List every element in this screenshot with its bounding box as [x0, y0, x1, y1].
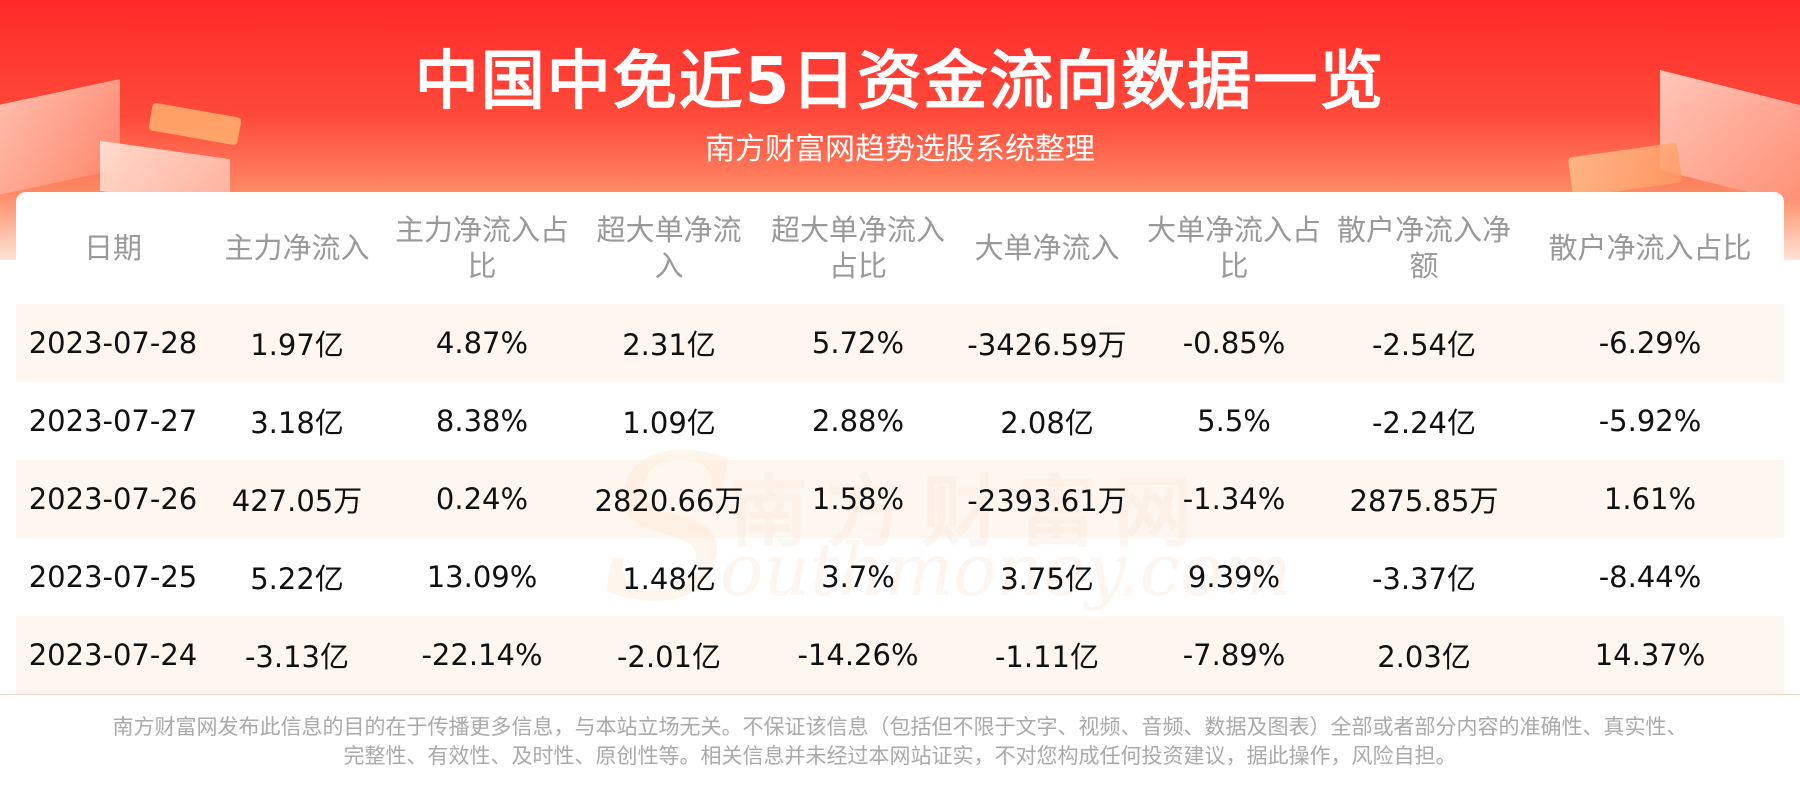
column-header-xl-inflow-ratio: 超大单净流入占比 [770, 213, 945, 283]
table-cell: 5.72% [758, 304, 958, 382]
table-cell: 2875.85万 [1332, 460, 1516, 538]
table-row: 2023-07-25 5.22亿 13.09% 1.48亿 3.7% 3.75亿… [16, 538, 1784, 616]
fund-flow-table: 日期 主力净流入 主力净流入占比 超大单净流入 超大单净流入占比 大单净流入 大… [16, 192, 1784, 694]
column-header-main-inflow: 主力净流入 [224, 231, 370, 265]
table-cell: -2393.61万 [958, 460, 1136, 538]
table-cell: -6.29% [1516, 304, 1784, 382]
table-cell: -1.34% [1136, 460, 1332, 538]
table-cell: 2820.66万 [580, 460, 758, 538]
table-cell: 2.88% [758, 382, 958, 460]
table-cell: -22.14% [384, 616, 580, 694]
table-cell: 1.48亿 [580, 538, 758, 616]
table-cell: -1.11亿 [958, 616, 1136, 694]
table-cell: 14.37% [1516, 616, 1784, 694]
table-cell: 8.38% [384, 382, 580, 460]
column-header-main-inflow-ratio: 主力净流入占比 [394, 213, 569, 283]
table-cell: -8.44% [1516, 538, 1784, 616]
column-header-retail-inflow-ratio: 散户净流入占比 [1548, 231, 1752, 265]
column-header-retail-inflow: 散户净流入净额 [1336, 213, 1511, 283]
table-cell: -14.26% [758, 616, 958, 694]
column-header-xl-inflow: 超大单净流入 [596, 213, 742, 283]
table-row: 2023-07-26 427.05万 0.24% 2820.66万 1.58% … [16, 460, 1784, 538]
table-cell: 0.24% [384, 460, 580, 538]
table-cell: 2.31亿 [580, 304, 758, 382]
disclaimer-line-2: 完整性、有效性、及时性、原创性等。相关信息并未经过本网站证实，不对您构成任何投资… [343, 744, 1457, 768]
table-cell: 3.18亿 [210, 382, 384, 460]
table-cell: 2023-07-27 [16, 382, 210, 460]
table-row: 2023-07-28 1.97亿 4.87% 2.31亿 5.72% -3426… [16, 304, 1784, 382]
page-title: 中国中免近5日资金流向数据一览 [414, 45, 1386, 119]
table-cell: -7.89% [1136, 616, 1332, 694]
column-header-large-inflow: 大单净流入 [974, 231, 1120, 265]
table-cell: 427.05万 [210, 460, 384, 538]
table-cell: -3.37亿 [1332, 538, 1516, 616]
column-header-large-inflow-ratio: 大单净流入占比 [1146, 213, 1321, 283]
table-row: 2023-07-27 3.18亿 8.38% 1.09亿 2.88% 2.08亿… [16, 382, 1784, 460]
table-header-row: 日期 主力净流入 主力净流入占比 超大单净流入 超大单净流入占比 大单净流入 大… [16, 192, 1784, 304]
page-subtitle: 南方财富网趋势选股系统整理 [705, 132, 1095, 167]
table-cell: 1.97亿 [210, 304, 384, 382]
table-cell: 1.09亿 [580, 382, 758, 460]
table-cell: -2.01亿 [580, 616, 758, 694]
table-cell: 9.39% [1136, 538, 1332, 616]
table-cell: -0.85% [1136, 304, 1332, 382]
table-cell: 13.09% [384, 538, 580, 616]
table-cell: 1.58% [758, 460, 958, 538]
table-cell: 5.22亿 [210, 538, 384, 616]
table-cell: 4.87% [384, 304, 580, 382]
table-cell: 3.7% [758, 538, 958, 616]
disclaimer-footer: 南方财富网发布此信息的目的在于传播更多信息，与本站立场无关。不保证该信息（包括但… [0, 694, 1800, 801]
table-cell: -3.13亿 [210, 616, 384, 694]
table-cell: 5.5% [1136, 382, 1332, 460]
table-cell: -3426.59万 [958, 304, 1136, 382]
table-cell: 2023-07-24 [16, 616, 210, 694]
table-cell: 2.08亿 [958, 382, 1136, 460]
table-cell: -2.54亿 [1332, 304, 1516, 382]
table-cell: 3.75亿 [958, 538, 1136, 616]
table-cell: 2023-07-26 [16, 460, 210, 538]
table-cell: 2023-07-25 [16, 538, 210, 616]
table-cell: 1.61% [1516, 460, 1784, 538]
table-cell: 2023-07-28 [16, 304, 210, 382]
table-cell: -5.92% [1516, 382, 1784, 460]
table-cell: -2.24亿 [1332, 382, 1516, 460]
table-row: 2023-07-24 -3.13亿 -22.14% -2.01亿 -14.26%… [16, 616, 1784, 694]
column-header-date: 日期 [83, 231, 142, 265]
table-cell: 2.03亿 [1332, 616, 1516, 694]
disclaimer-line-1: 南方财富网发布此信息的目的在于传播更多信息，与本站立场无关。不保证该信息（包括但… [112, 715, 1688, 739]
